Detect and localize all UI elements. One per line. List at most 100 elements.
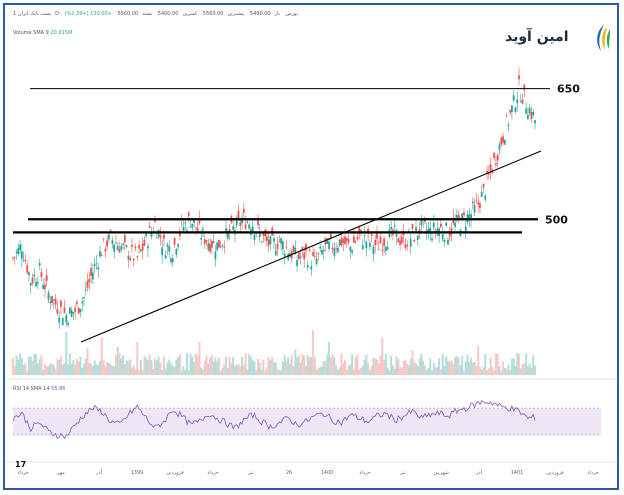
volume-bar: [407, 365, 410, 375]
candle-body: [12, 257, 14, 259]
volume-bar: [523, 363, 526, 375]
chart-header: پست بانک ایران 1D بورس باز5490.00 بیشتری…: [13, 11, 302, 17]
candle-body: [60, 301, 62, 307]
volume-bar: [489, 357, 492, 375]
candle-body: [372, 246, 375, 255]
volume-bar: [177, 356, 180, 375]
candle-body: [136, 256, 139, 258]
candle-body: [404, 244, 407, 249]
volume-bar: [265, 367, 268, 375]
low-value: 5400.00: [157, 11, 179, 17]
candle-body: [58, 317, 61, 323]
volume-bar: [342, 363, 345, 375]
volume-bar: [519, 368, 522, 375]
candle-body: [383, 238, 385, 246]
volume-bar: [262, 359, 265, 375]
volume-bar: [184, 369, 187, 375]
volume-bar: [319, 366, 322, 375]
candle-body: [205, 240, 208, 243]
candle-body: [209, 243, 211, 252]
candle-body: [218, 239, 220, 248]
x-tick-label: مهر: [56, 470, 65, 476]
volume-bar: [102, 360, 105, 375]
volume-bar: [232, 357, 235, 375]
volume-bar: [473, 361, 476, 375]
candle-body: [521, 99, 524, 104]
high-label: بیشترین: [227, 11, 245, 17]
candle-body: [479, 203, 481, 209]
volume-bar: [477, 345, 480, 375]
candle-body: [131, 244, 133, 247]
candle-body: [68, 307, 71, 314]
volume-bar: [228, 356, 231, 375]
volume-bar: [439, 368, 442, 375]
volume-bar: [383, 360, 386, 375]
volume-bar: [292, 366, 295, 375]
candle-body: [450, 227, 453, 235]
candle-body: [331, 247, 334, 250]
volume-bar: [423, 365, 426, 375]
volume-bar: [152, 369, 155, 375]
candle-body: [482, 183, 485, 188]
candle-body: [278, 241, 281, 242]
volume-bar: [249, 356, 252, 375]
candle-body: [125, 245, 128, 247]
volume-bar: [79, 356, 82, 375]
volume-bar: [331, 354, 334, 375]
volume-bar: [411, 349, 414, 375]
candle-body: [328, 241, 330, 250]
volume-bar: [198, 342, 201, 375]
volume-bar: [141, 370, 144, 375]
volume-bar: [182, 366, 185, 375]
candle-body: [397, 238, 400, 243]
candle-body: [347, 239, 350, 243]
volume-bar: [391, 365, 394, 375]
candle-body: [276, 243, 279, 250]
volume-bar: [54, 368, 57, 375]
level-label-650: 650: [557, 83, 580, 96]
candle-body: [502, 136, 504, 143]
volume-bar: [418, 358, 421, 375]
volume-bar: [180, 370, 183, 375]
volume-bar: [84, 358, 87, 375]
volume-bar: [509, 369, 512, 375]
candle-body: [111, 240, 114, 245]
volume-bar: [191, 356, 194, 375]
candle-body: [514, 107, 517, 113]
candle-body: [493, 153, 496, 158]
volume-bar: [187, 370, 190, 375]
volume-bar: [61, 364, 64, 375]
candle-body: [406, 244, 409, 247]
volume-bar: [498, 365, 501, 375]
candle-body: [301, 247, 304, 251]
x-tick-label: تیر: [247, 470, 254, 476]
volume-bar: [304, 365, 307, 375]
candle-body: [335, 247, 338, 249]
candle-body: [415, 227, 417, 232]
candle-body: [242, 208, 245, 213]
volume-bar: [459, 365, 462, 375]
candle-body: [526, 114, 529, 120]
volume-bar: [173, 366, 176, 375]
candle-body: [477, 202, 480, 205]
volume-bar: [400, 367, 403, 375]
volume-bar: [109, 364, 112, 375]
candle-body: [123, 235, 126, 243]
candle-body: [267, 239, 270, 246]
x-tick-label: آذر: [95, 469, 103, 476]
candle-body: [258, 231, 261, 238]
volume-bar: [155, 360, 158, 375]
rsi-line: [12, 399, 536, 440]
candle-body: [20, 251, 23, 259]
volume-bar: [434, 367, 437, 375]
volume-bar: [351, 354, 354, 375]
volume-bar: [422, 360, 425, 375]
candle-body: [177, 244, 180, 247]
volume-bar: [462, 370, 465, 375]
volume-bar: [36, 363, 39, 375]
candle-body: [113, 244, 116, 252]
volume-bar: [466, 354, 469, 375]
candle-body: [491, 170, 494, 173]
candle-body: [120, 246, 123, 250]
candle-body: [164, 255, 167, 259]
